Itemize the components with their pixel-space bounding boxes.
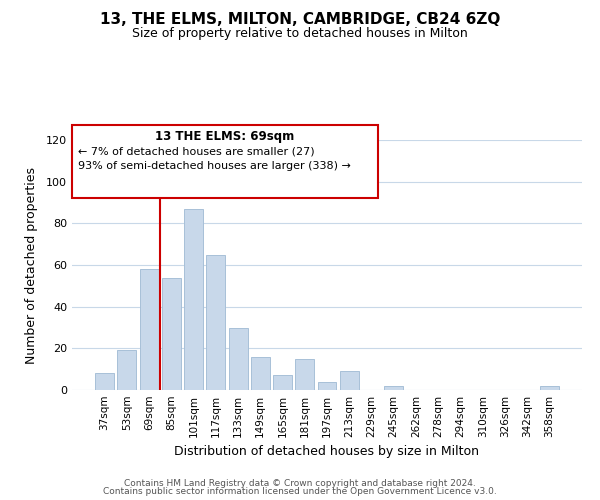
Bar	[162, 278, 181, 390]
Bar	[118, 350, 136, 390]
Bar	[251, 356, 270, 390]
Bar	[317, 382, 337, 390]
Text: 13, THE ELMS, MILTON, CAMBRIDGE, CB24 6ZQ: 13, THE ELMS, MILTON, CAMBRIDGE, CB24 6Z…	[100, 12, 500, 28]
Bar	[140, 269, 158, 390]
Bar	[540, 386, 559, 390]
Bar	[184, 209, 203, 390]
Bar	[95, 374, 114, 390]
Text: Contains HM Land Registry data © Crown copyright and database right 2024.: Contains HM Land Registry data © Crown c…	[124, 478, 476, 488]
Y-axis label: Number of detached properties: Number of detached properties	[25, 166, 38, 364]
Text: Contains public sector information licensed under the Open Government Licence v3: Contains public sector information licen…	[103, 487, 497, 496]
Bar	[384, 386, 403, 390]
Text: Size of property relative to detached houses in Milton: Size of property relative to detached ho…	[132, 28, 468, 40]
X-axis label: Distribution of detached houses by size in Milton: Distribution of detached houses by size …	[175, 446, 479, 458]
Text: 93% of semi-detached houses are larger (338) →: 93% of semi-detached houses are larger (…	[78, 161, 351, 171]
Text: ← 7% of detached houses are smaller (27): ← 7% of detached houses are smaller (27)	[78, 146, 314, 156]
Text: 13 THE ELMS: 69sqm: 13 THE ELMS: 69sqm	[155, 130, 295, 143]
Bar	[340, 371, 359, 390]
Bar	[206, 254, 225, 390]
Bar	[295, 359, 314, 390]
Bar	[229, 328, 248, 390]
Bar	[273, 376, 292, 390]
